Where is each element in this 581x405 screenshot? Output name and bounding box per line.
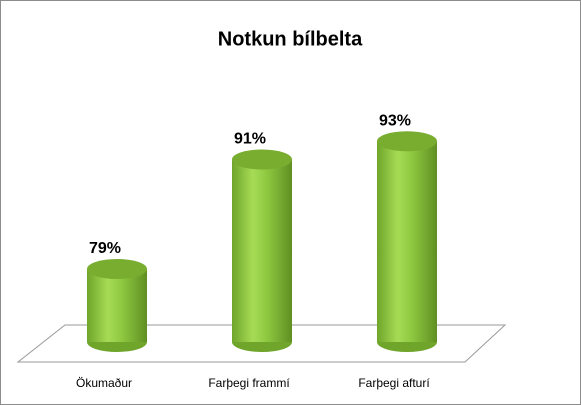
value-label: 93%: [379, 112, 411, 129]
x-tick-label: Farþegi afturí: [358, 376, 430, 390]
x-tick-label: Farþegi frammí: [208, 376, 290, 390]
bar-top: [87, 259, 147, 279]
bar-top: [377, 131, 437, 152]
bar: [232, 159, 292, 342]
bar: [87, 269, 147, 342]
value-label: 91%: [234, 131, 266, 148]
chart-title: Notkun bílbelta: [218, 28, 363, 50]
value-label: 79%: [89, 240, 121, 257]
x-tick-label: Ökumaður: [76, 376, 132, 390]
bar: [377, 141, 437, 342]
bar-top: [232, 149, 292, 170]
